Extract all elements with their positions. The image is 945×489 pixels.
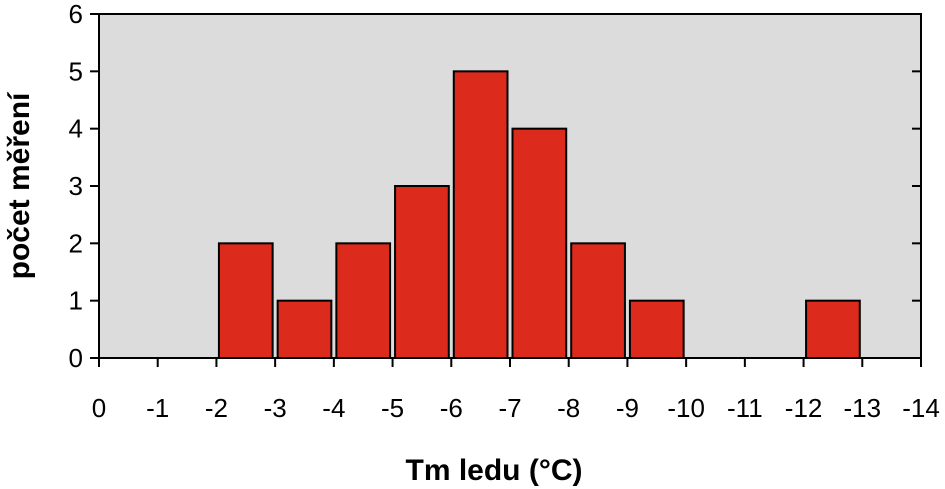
x-tick-label: -8 — [557, 393, 580, 423]
tick-labels: 0 1 2 3 4 5 6 0 -1 -2 -3 -4 -5 -6 -7 -8 -9 -10 -11 -12 -13 -1… — [69, 0, 940, 423]
bar-6 — [570, 242, 626, 359]
x-tick-label: -7 — [498, 393, 521, 423]
bar-3 — [394, 185, 450, 359]
y-tick-label: 2 — [69, 228, 83, 258]
bars — [217, 70, 861, 359]
x-tick-label: -2 — [205, 393, 228, 423]
bar-8 — [805, 299, 861, 359]
x-tick-label: -3 — [264, 393, 287, 423]
y-tick-label: 0 — [69, 343, 83, 373]
x-tick-label: -4 — [322, 393, 345, 423]
y-tick-label: 1 — [69, 286, 83, 316]
x-tick-label: -12 — [785, 393, 823, 423]
x-tick-label: -9 — [616, 393, 639, 423]
bar-0 — [217, 242, 274, 359]
bar-2 — [335, 242, 392, 359]
x-axis-title: Tm ledu (°C) — [406, 454, 583, 487]
bar-1 — [276, 299, 333, 359]
bar-7 — [628, 299, 685, 359]
bar-4 — [452, 70, 509, 359]
x-tick-label: -10 — [667, 393, 705, 423]
x-tick-label: -6 — [440, 393, 463, 423]
x-tick-label: -11 — [727, 393, 763, 423]
y-tick-label: 5 — [69, 56, 83, 86]
y-tick-label: 4 — [69, 114, 83, 144]
y-tick-label: 6 — [69, 0, 83, 29]
x-tick-label: 0 — [92, 393, 106, 423]
axis-ticks — [90, 13, 922, 367]
x-tick-label: -1 — [146, 393, 169, 423]
x-tick-label: -5 — [381, 393, 404, 423]
x-tick-label: -14 — [902, 393, 940, 423]
x-tick-label: -13 — [843, 393, 881, 423]
bar-5 — [511, 127, 568, 359]
y-axis-title: počet měření — [3, 91, 36, 279]
y-tick-label: 3 — [69, 171, 83, 201]
